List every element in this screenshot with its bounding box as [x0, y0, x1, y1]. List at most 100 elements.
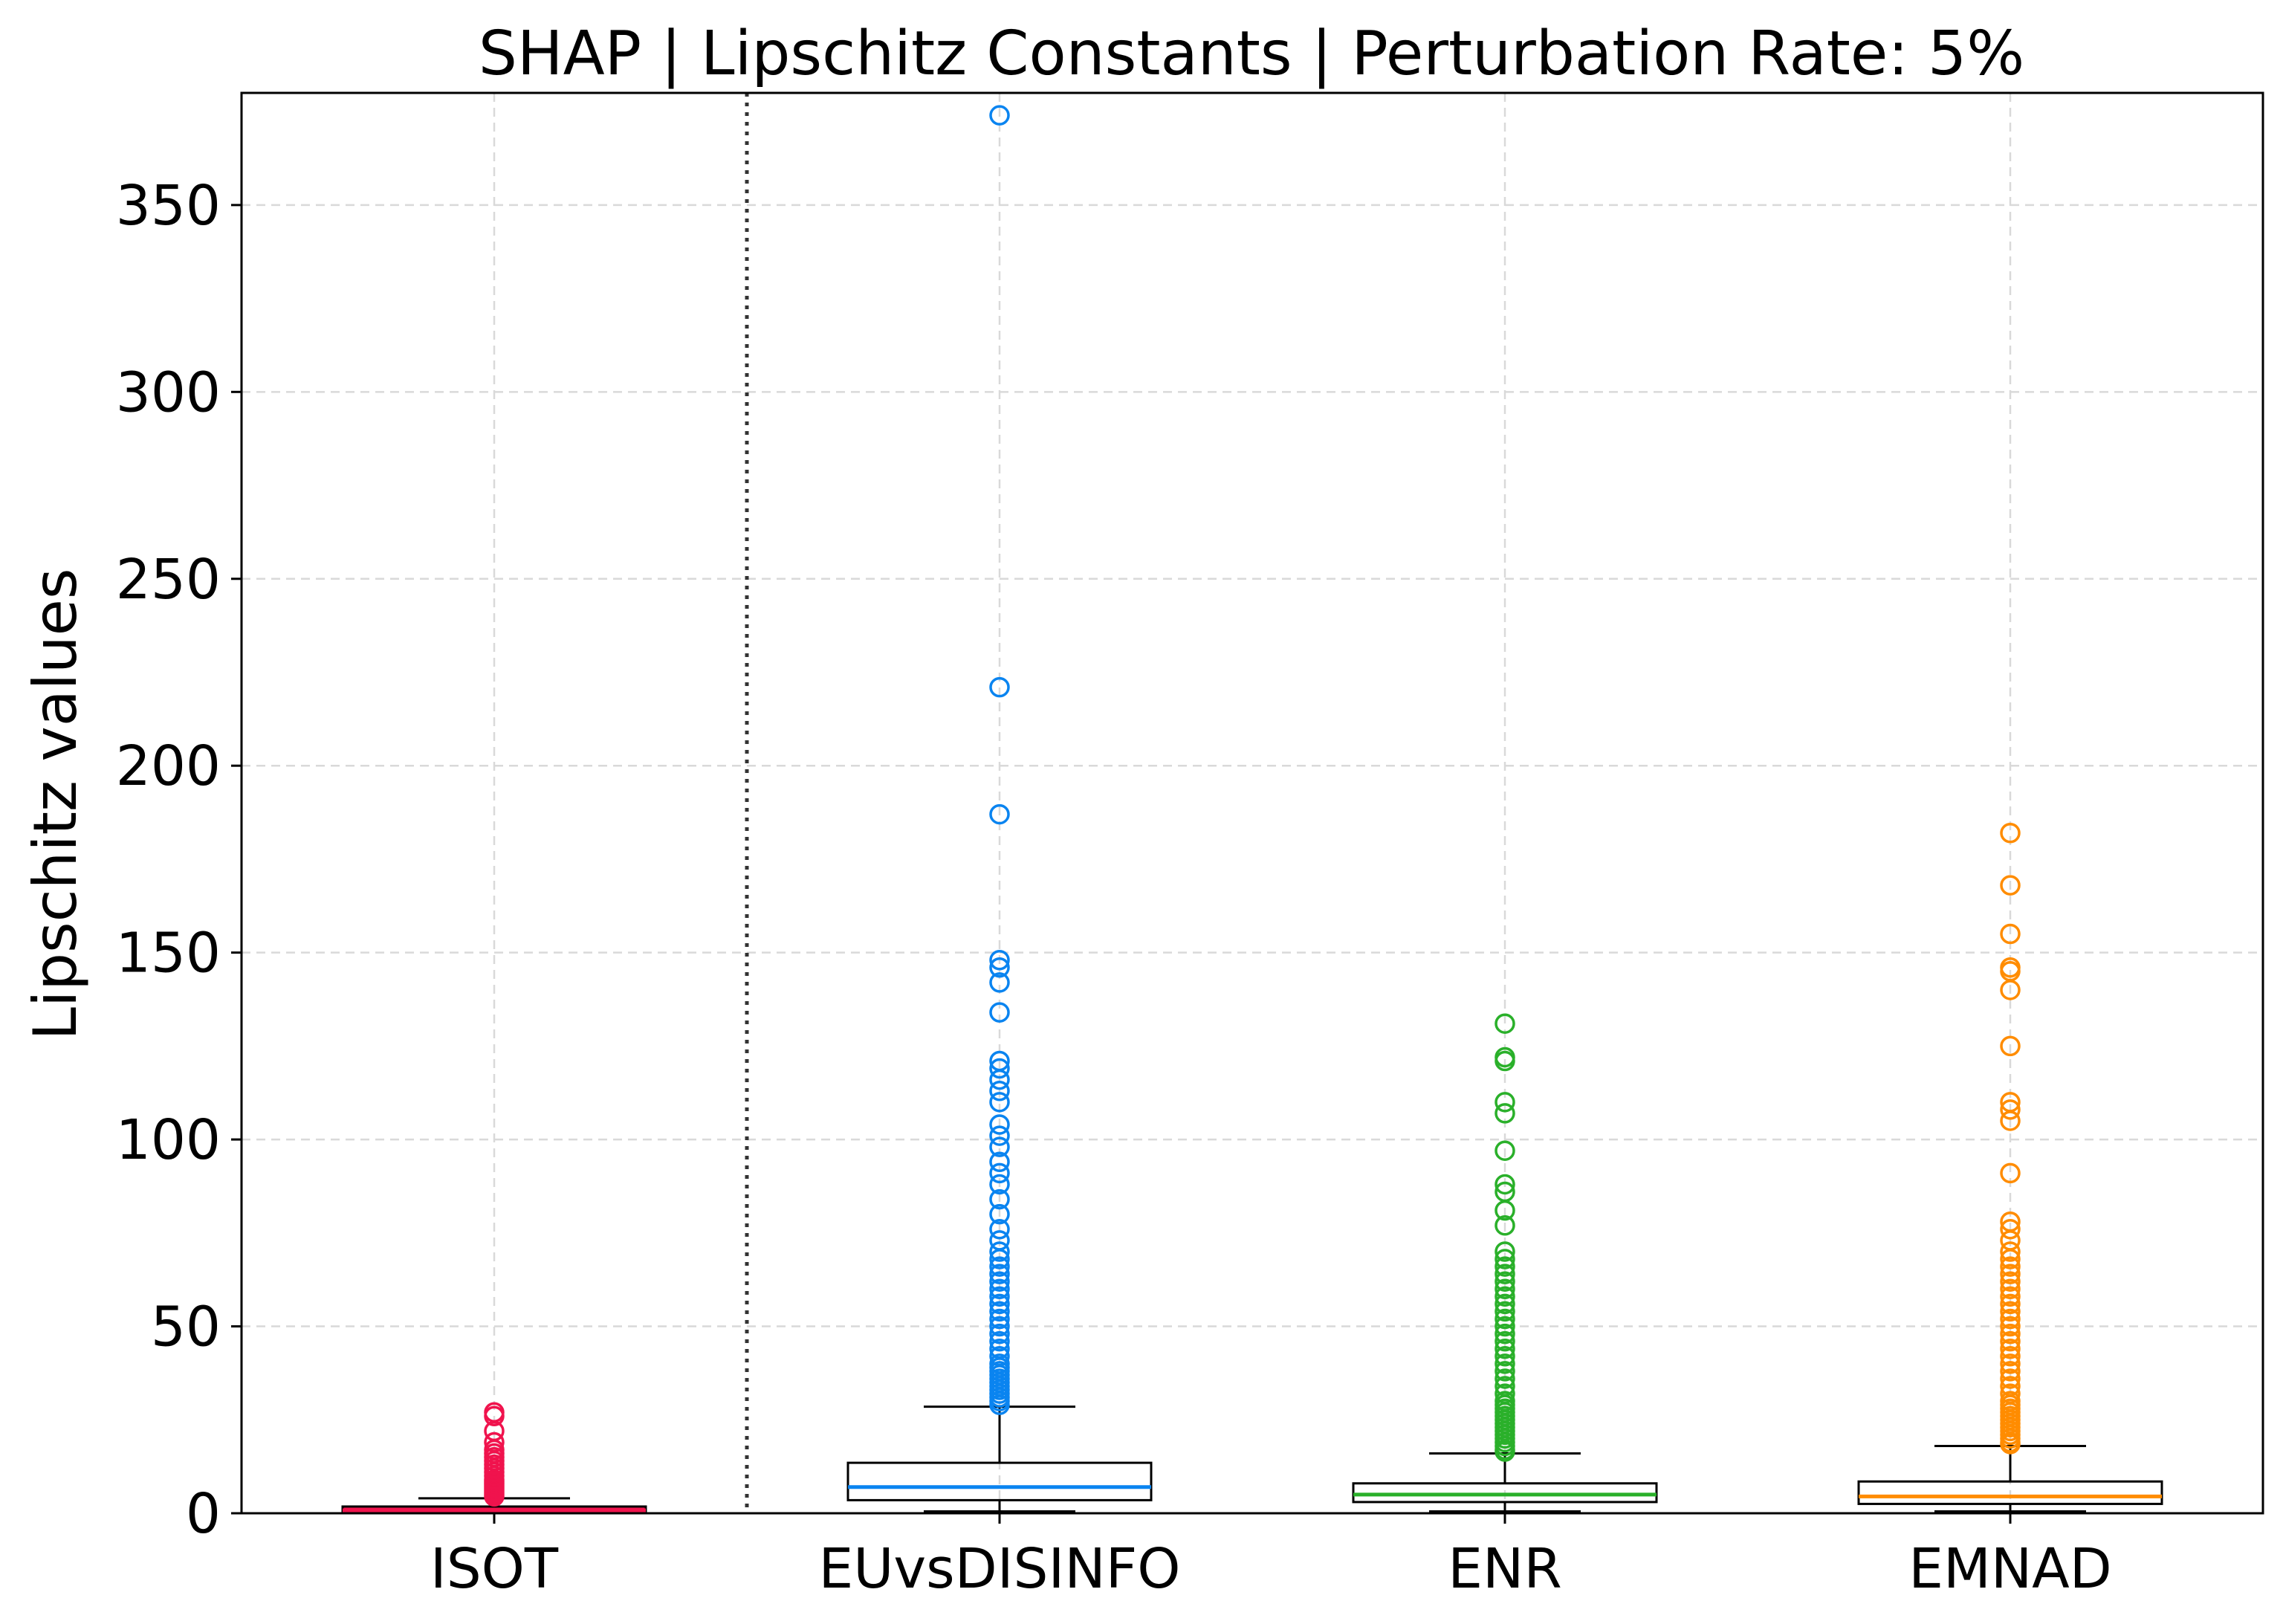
- outlier-point: [989, 1114, 1010, 1135]
- outlier-point: [989, 1188, 1010, 1210]
- outlier-point: [989, 1271, 1010, 1292]
- outlier-point: [2000, 1241, 2021, 1262]
- outlier-point: [989, 1219, 1010, 1240]
- outlier-point: [2000, 923, 2021, 945]
- y-axis-label: Lipschitz values: [21, 568, 90, 1040]
- outlier-point: [989, 1002, 1010, 1023]
- outlier-point: [1495, 1181, 1515, 1203]
- outlier-point: [1495, 1278, 1515, 1300]
- y-tick-label: 350: [116, 174, 221, 238]
- outlier-point: [484, 1402, 505, 1423]
- grid-layer: [242, 93, 2263, 1513]
- outlier-point: [2000, 1361, 2021, 1382]
- outlier-point: [1495, 1241, 1515, 1262]
- outlier-point: [989, 1203, 1010, 1225]
- box-enr: [1352, 1013, 1658, 1513]
- x-tick-label: ENR: [1448, 1537, 1562, 1601]
- axes-layer: 0 50 100 150 200 250 300 350 ISOT EUvsDISINFO ENR E…: [116, 91, 2264, 1601]
- outlier-point: [989, 1286, 1010, 1307]
- x-tick-label: EUvsDISINFO: [818, 1537, 1180, 1601]
- outlier-point: [989, 949, 1010, 971]
- outlier-point: [989, 1136, 1010, 1157]
- outlier-point: [2000, 1256, 2021, 1277]
- box-iqr: [846, 1461, 1153, 1501]
- outlier-point: [989, 1338, 1010, 1359]
- outlier-point: [989, 1125, 1010, 1146]
- outlier-point: [2000, 1338, 2021, 1359]
- outlier-point: [989, 1323, 1010, 1345]
- outlier-point: [2000, 1293, 2021, 1315]
- outlier-point: [2000, 1353, 2021, 1374]
- outlier-point: [989, 803, 1010, 825]
- outlier-point: [989, 105, 1010, 126]
- outlier-point: [1495, 1308, 1515, 1330]
- outlier-point: [1495, 1368, 1515, 1389]
- outlier-point: [2000, 1092, 2021, 1113]
- outlier-point: [2000, 1264, 2021, 1284]
- outlier-point: [2000, 1278, 2021, 1300]
- box-layer: [341, 105, 2163, 1515]
- box-emnad: [1857, 822, 2163, 1513]
- outlier-point: [2000, 1271, 2021, 1292]
- outlier-point: [1495, 1361, 1515, 1382]
- outlier-point: [2000, 1346, 2021, 1367]
- y-tick-label: 150: [116, 922, 221, 986]
- y-tick-label: 0: [186, 1482, 221, 1546]
- y-tick-label: 200: [116, 734, 221, 798]
- outlier-point: [989, 972, 1010, 993]
- outlier-point: [2000, 1391, 2021, 1411]
- outlier-point: [2000, 1162, 2021, 1184]
- outlier-point: [2000, 822, 2021, 844]
- outlier-point: [1495, 1092, 1515, 1113]
- outlier-point: [989, 676, 1010, 698]
- outlier-point: [2000, 1368, 2021, 1389]
- outlier-point: [989, 1301, 1010, 1322]
- outlier-point: [989, 1308, 1010, 1330]
- outlier-point: [1495, 1346, 1515, 1367]
- y-tick-label: 300: [116, 360, 221, 424]
- outlier-point: [989, 1353, 1010, 1374]
- outlier-point: [1495, 1353, 1515, 1374]
- outlier-point: [2000, 1099, 2021, 1120]
- outlier-point: [989, 1264, 1010, 1284]
- outlier-point: [989, 1080, 1010, 1101]
- box-euvsdisinfo: [846, 105, 1153, 1513]
- outlier-point: [1495, 1286, 1515, 1307]
- outlier-point: [989, 1241, 1010, 1262]
- outlier-point: [1495, 1046, 1515, 1068]
- outlier-point: [989, 1058, 1010, 1079]
- chart-title: SHAP | Lipschitz Constants | Perturbatio…: [479, 19, 2024, 89]
- outlier-point: [2000, 1323, 2021, 1345]
- outlier-point: [2000, 1219, 2021, 1240]
- outlier-point: [1495, 1293, 1515, 1315]
- outlier-point: [2000, 1376, 2021, 1397]
- outlier-point: [2000, 1383, 2021, 1404]
- y-tick-label: 50: [151, 1295, 221, 1359]
- outlier-point: [1495, 1338, 1515, 1359]
- outlier-point: [1495, 1323, 1515, 1345]
- outlier-point: [1495, 1301, 1515, 1322]
- outlier-point: [1495, 1383, 1515, 1404]
- outlier-point: [989, 1316, 1010, 1337]
- outlier-point: [989, 1346, 1010, 1367]
- outlier-point: [989, 1293, 1010, 1315]
- outlier-point: [2000, 1211, 2021, 1232]
- y-tick-label: 100: [116, 1108, 221, 1172]
- outlier-point: [1495, 1140, 1515, 1161]
- outlier-point: [989, 957, 1010, 978]
- outlier-point: [1495, 1013, 1515, 1034]
- outlier-point: [1495, 1174, 1515, 1195]
- outlier-point: [989, 1151, 1010, 1173]
- outlier-point: [2000, 1308, 2021, 1330]
- outlier-point: [1495, 1103, 1515, 1124]
- outlier-point: [2000, 957, 2021, 978]
- outlier-point: [989, 1092, 1010, 1113]
- outlier-point: [989, 1162, 1010, 1184]
- outlier-point: [2000, 1316, 2021, 1337]
- outlier-point: [1495, 1391, 1515, 1411]
- outlier-point: [1495, 1316, 1515, 1337]
- box-iqr: [1352, 1482, 1658, 1504]
- outlier-point: [1495, 1249, 1515, 1269]
